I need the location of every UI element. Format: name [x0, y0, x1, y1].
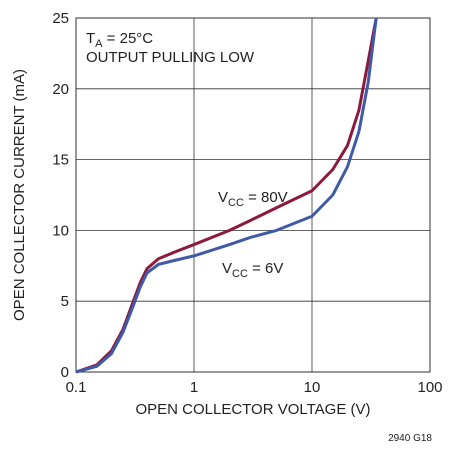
annotation-text: = 25°C	[103, 30, 154, 47]
annotation: OUTPUT PULLING LOW	[86, 49, 255, 66]
y-tick-label: 20	[52, 81, 69, 98]
x-axis-label: OPEN COLLECTOR VOLTAGE (V)	[135, 401, 370, 418]
annotation-text: OUTPUT PULLING LOW	[86, 49, 255, 66]
annotation-text: V	[222, 260, 232, 277]
y-tick-label: 10	[52, 222, 69, 239]
x-tick-label: 0.1	[66, 379, 87, 396]
x-tick-label: 100	[417, 379, 442, 396]
annotation: VCC = 6V	[222, 260, 283, 280]
annotation-text: V	[218, 189, 228, 206]
x-tick-label: 1	[190, 379, 198, 396]
annotation: TA = 25°C	[86, 30, 153, 50]
y-tick-label: 5	[61, 293, 69, 310]
annotation-text: T	[86, 30, 95, 47]
annotation-subscript: A	[95, 38, 103, 50]
annotation: VCC = 80V	[218, 189, 288, 209]
x-tick-label: 10	[304, 379, 321, 396]
footnote: 2940 G18	[388, 433, 432, 444]
y-tick-label: 15	[52, 152, 69, 169]
y-tick-label: 0	[61, 364, 69, 381]
series-line	[75, 17, 378, 374]
y-axis-label: OPEN COLLECTOR CURRENT (mA)	[11, 69, 28, 321]
annotation-subscript: CC	[232, 268, 248, 280]
annotation-text: = 6V	[248, 260, 283, 277]
annotation-subscript: CC	[228, 197, 244, 209]
y-tick-label: 25	[52, 10, 69, 27]
annotation-text: = 80V	[244, 189, 288, 206]
